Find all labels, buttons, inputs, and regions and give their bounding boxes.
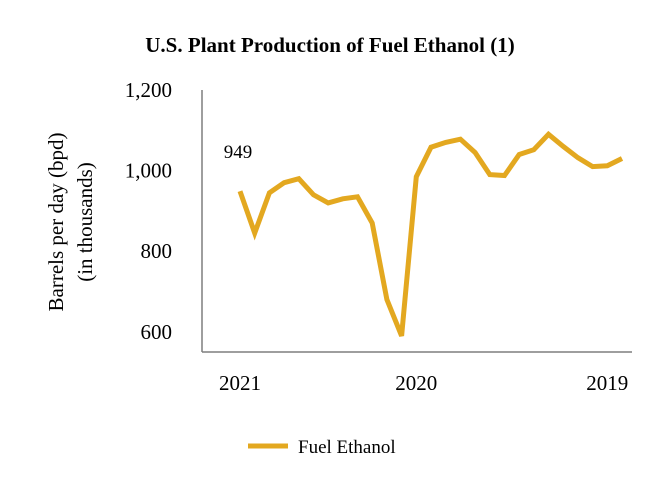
legend: Fuel Ethanol xyxy=(248,437,396,458)
x-tick-label: 2020 xyxy=(395,371,437,395)
annotation-layer: 949 xyxy=(224,142,253,163)
chart-title: U.S. Plant Production of Fuel Ethanol (1… xyxy=(145,33,514,57)
x-tick-label: 2019 xyxy=(586,371,628,395)
series-layer xyxy=(237,130,624,337)
series-line-fuel-ethanol xyxy=(237,130,624,337)
y-tick-label: 1,200 xyxy=(125,78,172,102)
y-axis-title-line-2: (in thousands) xyxy=(73,162,97,282)
y-tick-label: 600 xyxy=(141,320,173,344)
y-tick-label: 1,000 xyxy=(125,159,172,183)
y-axis-title-line-1: Barrels per day (bpd) xyxy=(44,132,68,311)
legend-label: Fuel Ethanol xyxy=(298,437,396,458)
x-tick-label: 2021 xyxy=(219,371,261,395)
x-axis-ticks: 2021 2020 2019 xyxy=(219,371,628,395)
y-axis-ticks: 600 800 1,000 1,200 xyxy=(125,78,172,344)
data-label: 949 xyxy=(224,142,253,163)
y-tick-label: 800 xyxy=(141,239,173,263)
